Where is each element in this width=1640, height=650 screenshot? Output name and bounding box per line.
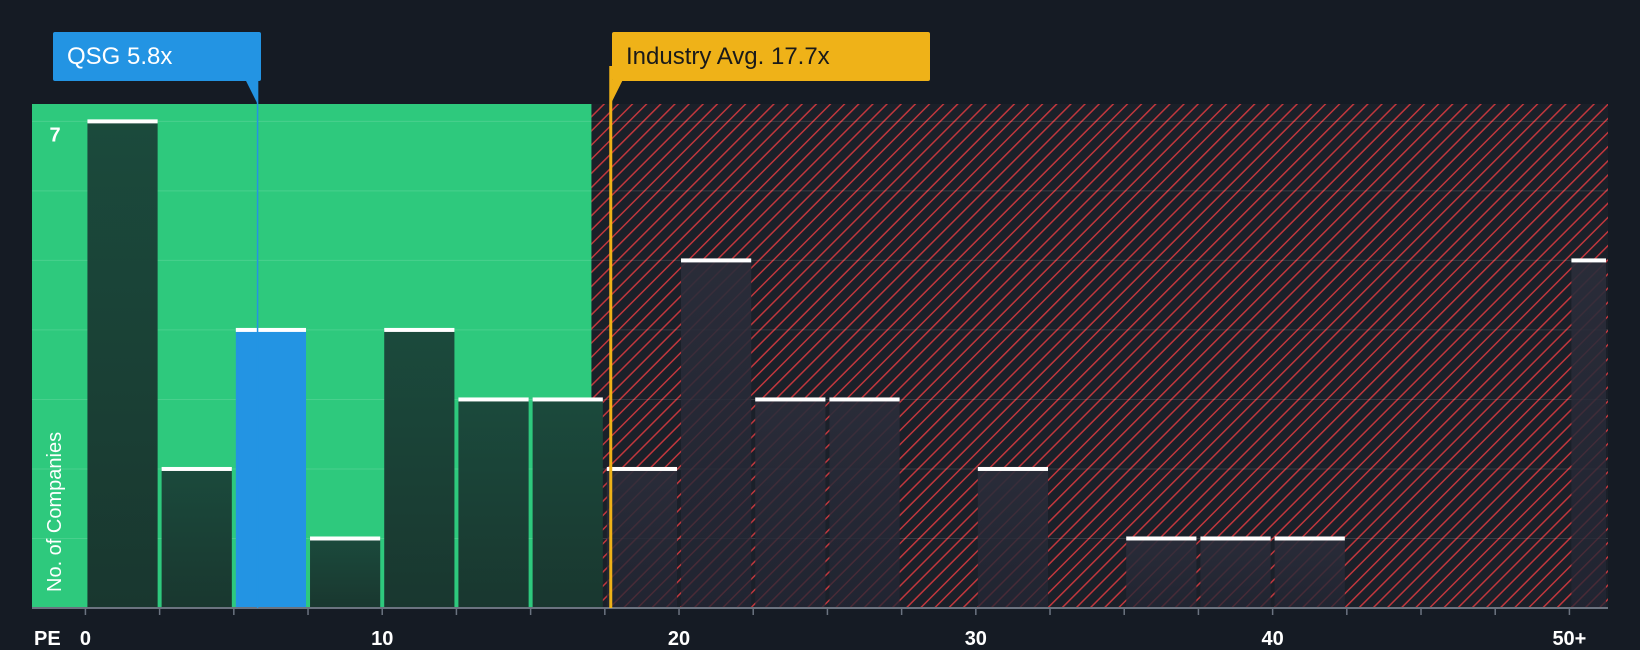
bar-cap	[310, 536, 381, 541]
bar-cap	[235, 327, 307, 332]
bar	[87, 121, 158, 609]
bar	[1126, 538, 1197, 608]
bar-cap	[1274, 536, 1345, 541]
y-tick-label-7: 7	[49, 124, 60, 146]
bar	[681, 260, 752, 608]
bar-cap	[458, 397, 529, 402]
company-pe-label: QSG 5.8x	[67, 43, 173, 70]
reference-lines	[245, 66, 623, 608]
bar	[829, 399, 900, 608]
bar	[1200, 538, 1271, 608]
bar	[310, 538, 381, 608]
y-axis-label: No. of Companies	[44, 432, 66, 592]
x-tick-label: 30	[965, 628, 987, 650]
x-axis-ticks: 0 10 20 30 40 50+	[80, 608, 1586, 650]
bar	[384, 329, 455, 608]
industry-avg-label: Industry Avg. 17.7x	[626, 43, 830, 70]
bar-cap	[606, 466, 678, 471]
bar	[1571, 260, 1606, 608]
bar-cap	[1200, 536, 1271, 541]
x-tick-label: 40	[1261, 628, 1283, 650]
x-tick-label: 20	[668, 628, 690, 650]
bar	[1274, 538, 1345, 608]
bar	[755, 399, 826, 608]
bar-cap	[977, 466, 1049, 471]
industry-avg-callout: Industry Avg. 17.7x	[612, 32, 930, 81]
bar-cap	[1571, 258, 1606, 263]
bars	[87, 119, 1606, 609]
bar	[161, 468, 232, 608]
bar-cap	[161, 466, 232, 471]
bar-cap	[829, 397, 900, 402]
bar-cap	[532, 397, 603, 402]
bar	[458, 399, 529, 608]
x-tick-label: 50+	[1552, 628, 1586, 650]
bar-cap	[1126, 536, 1197, 541]
bar	[977, 468, 1049, 608]
x-tick-label: 10	[371, 628, 393, 650]
company-pe-callout: QSG 5.8x	[53, 32, 261, 81]
bar	[532, 399, 603, 608]
bar-cap	[87, 119, 158, 124]
bar	[606, 468, 678, 608]
bar-cap	[755, 397, 826, 402]
bar-cap	[384, 327, 455, 332]
x-axis-label: PE	[34, 628, 61, 650]
industry-callout-pointer	[610, 80, 623, 104]
x-tick-label: 0	[80, 628, 91, 650]
company-callout-pointer	[245, 80, 258, 104]
bar-company-bin	[235, 329, 307, 608]
bar-cap	[681, 258, 752, 263]
